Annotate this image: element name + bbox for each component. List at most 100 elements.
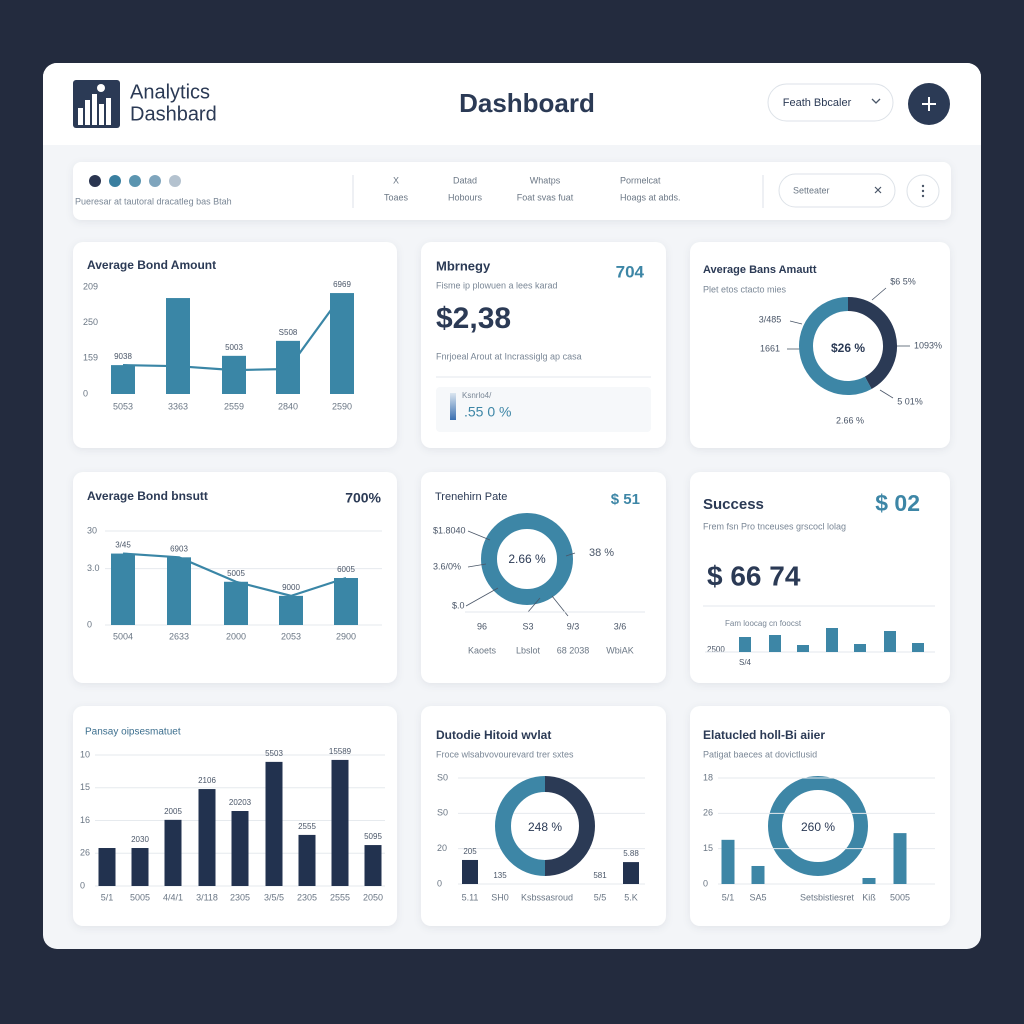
bar [111,553,135,625]
bar [111,365,135,394]
bar-label: 6005 [337,565,355,574]
bar [279,595,303,625]
donut-label: $.0 [452,600,465,610]
y-tick-label: 0 [83,388,88,398]
donut-label: 2.66 % [836,415,864,425]
badge-value: .55 0 % [464,404,511,420]
bar-label: 15589 [329,747,352,756]
donut-ring [768,776,868,876]
tick-label: 9/3 [567,621,580,631]
card-subtitle: Frem fsn Pro tnceuses grscocl lolag [703,521,846,531]
toolbar-column-bottom: Hoags at abds. [620,192,681,202]
bar-label: S508 [279,328,298,337]
card-corner: 704 [616,262,645,281]
bar-label: 205 [463,847,477,856]
axis-label: 2500 [707,645,725,654]
bar [623,862,639,884]
chevron[interactable] [871,98,881,104]
x-tick-label: 3/5/5 [264,892,284,902]
badge-gradient [450,393,456,420]
category-label: Lbslot [516,645,541,655]
tick-label: 96 [477,621,487,631]
x-tick-label: 5/1 [101,892,114,902]
dropdown[interactable] [767,83,894,122]
donut-segment [495,776,546,876]
status-dots [89,175,181,187]
add-icon[interactable] [922,97,936,111]
bar [166,298,190,394]
toolbar-column-top: Pormelcat [620,175,661,185]
kpi-note: Fnrjoeal Arout at Incrassiglg ap casa [436,351,582,361]
bar [222,355,246,394]
bar-label: 5503 [265,749,283,758]
x-tick-label: 4/4/1 [163,892,183,902]
mini-bar [769,635,781,652]
y-tick-label: 26 [80,848,90,858]
toolbar-caption: Pueresar at tautoral dracatleg bas Btah [75,196,232,206]
bar-label: 5095 [364,832,382,841]
donut-center: 260 % [801,820,835,834]
dropdown-label[interactable]: Feath Bbcaler [783,97,852,109]
bar-label: 2005 [164,807,182,816]
bar-label: 6969 [333,280,351,289]
bar-label: 581 [593,871,607,880]
y-tick-label: 0 [703,878,708,888]
bar [231,811,249,886]
card-subtitle: Patigat baeces at dovictlusid [703,749,817,759]
category-label: WbiAK [606,645,634,655]
card-title: Average Bans Amautt [703,264,817,276]
donut-label: 3/485 [759,314,782,324]
bar [893,833,907,884]
y-tick-label: 30 [87,525,97,535]
x-tick-label: 5053 [113,401,133,411]
x-tick-label: 2555 [330,892,350,902]
logo-text: Analytics [130,81,210,103]
more-icon[interactable] [921,184,925,198]
header-bar [43,63,981,145]
x-tick-label: 5.11 [462,892,479,902]
y-tick-label: 16 [80,815,90,825]
bar [198,789,216,886]
tick-label: 3/6 [614,621,627,631]
card [421,472,666,683]
bar-label: 135 [493,871,507,880]
y-tick-label: 0 [87,619,92,629]
donut-segment [799,297,872,395]
filter-clear[interactable] [874,186,882,194]
category-label: Kaoets [468,645,497,655]
y-tick-label: 26 [703,808,713,818]
toolbar-column-top: Whatps [530,175,561,185]
x-tick-label: 2559 [224,401,244,411]
x-tick-label: 5005 [890,892,910,902]
page-title: Dashboard [459,88,595,118]
toolbar-column-bottom: Hobours [448,192,483,202]
card-corner: $ 51 [611,491,640,508]
donut-segment [544,776,595,876]
bar [98,848,116,886]
bar [721,839,735,884]
card [73,242,397,448]
donut-center: 248 % [528,820,562,834]
category-label: 68 2038 [557,645,590,655]
filter-label[interactable]: Setteater [793,185,830,195]
bar-label: 9038 [114,352,132,361]
mini-bar [884,631,896,652]
bar [862,877,876,884]
x-tick-label: 2590 [332,401,352,411]
bar [331,759,349,886]
x-tick-label: Ksbssasroud [521,892,573,902]
donut-label: 1661 [760,343,780,353]
badge-label: Ksnrlo4/ [462,391,492,400]
donut-center: 2.66 % [508,552,546,566]
x-tick-label: 2050 [363,892,383,902]
card-title: Trenehirn Pate [435,491,507,503]
card-corner: 700% [345,490,381,506]
y-tick-label: 0 [80,880,85,890]
x-tick-label: 2840 [278,401,298,411]
card-corner: $ 02 [875,490,920,516]
filter[interactable] [778,173,896,208]
card-title: Average Bond bnsutt [87,489,208,503]
bar [224,581,248,625]
x-tick-label: SH0 [491,892,509,902]
